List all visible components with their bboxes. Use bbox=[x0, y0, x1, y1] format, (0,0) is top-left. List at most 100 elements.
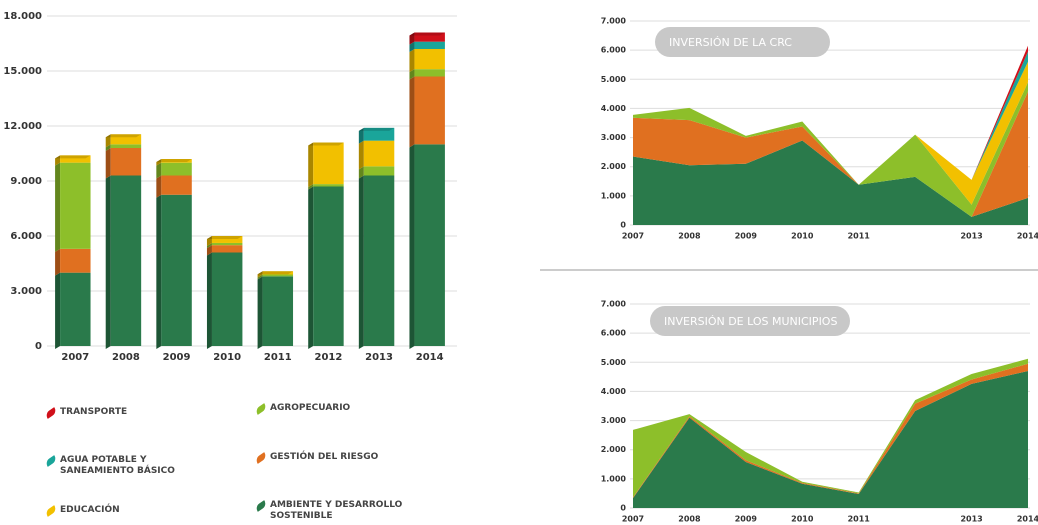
bar-side bbox=[257, 276, 263, 349]
legend-item: AGUA POTABLE Y SANEAMIENTO BÁSICO bbox=[44, 455, 215, 477]
x-tick-label: 2010 bbox=[213, 352, 241, 363]
bar-side bbox=[55, 272, 61, 349]
legend-label: EDUCACIÓN bbox=[60, 505, 120, 515]
bar bbox=[211, 245, 243, 253]
bar bbox=[313, 186, 344, 346]
chart-panel: 0 1.000 2.000 3.000 4.000 5.000 6.000 7.000 2007… bbox=[601, 17, 1038, 241]
bar-side bbox=[308, 184, 314, 190]
y-tick-label: 1.000 bbox=[601, 191, 627, 200]
x-tick-label: 2008 bbox=[678, 232, 701, 241]
legend-label: GESTIÓN DEL RIESGO bbox=[270, 452, 379, 462]
x-tick-label: 2013 bbox=[960, 232, 982, 241]
legend-label: AMBIENTE Y DESARROLLO SOSTENIBLE bbox=[270, 500, 403, 521]
bar bbox=[262, 276, 294, 346]
y-tick-label: 4.000 bbox=[601, 387, 627, 396]
y-tick-label: 0 bbox=[35, 341, 42, 352]
bar bbox=[60, 248, 91, 273]
bar-side bbox=[206, 252, 212, 349]
y-tick-label: 2.000 bbox=[601, 445, 627, 454]
legend-item: TRANSPORTE bbox=[44, 407, 215, 419]
bar bbox=[60, 162, 91, 249]
area bbox=[633, 140, 1028, 225]
chart-title: INVERSIÓN DE LA CRC bbox=[669, 36, 792, 49]
x-tick-label: 2007 bbox=[61, 352, 89, 363]
area bbox=[633, 371, 1028, 508]
y-tick-label: 7.000 bbox=[601, 17, 627, 26]
y-tick-label: 3.000 bbox=[601, 133, 627, 142]
bar bbox=[414, 69, 445, 77]
bar-top bbox=[358, 127, 395, 131]
bar-top bbox=[409, 32, 445, 36]
bar bbox=[414, 32, 445, 42]
x-tick-label: 2009 bbox=[735, 232, 758, 241]
y-tick-label: 18.000 bbox=[3, 11, 42, 22]
bar bbox=[211, 236, 243, 243]
x-tick-label: 2014 bbox=[1017, 232, 1038, 241]
bar bbox=[161, 159, 192, 163]
bar bbox=[161, 162, 192, 176]
x-tick-label: 2014 bbox=[416, 352, 444, 363]
x-tick-label: 2009 bbox=[735, 515, 758, 524]
area bbox=[633, 358, 1028, 498]
legend-item: AGROPECUARIO bbox=[254, 403, 425, 415]
bar-side bbox=[358, 166, 364, 179]
title-pill bbox=[650, 306, 850, 336]
y-tick-label: 12.000 bbox=[3, 121, 42, 132]
x-tick-label: 2013 bbox=[365, 352, 393, 363]
bar bbox=[363, 140, 395, 167]
bar-top bbox=[308, 142, 344, 146]
legend-item: AMBIENTE Y DESARROLLO SOSTENIBLE bbox=[254, 500, 405, 522]
x-tick-label: 2012 bbox=[315, 352, 343, 363]
y-tick-label: 0 bbox=[620, 504, 626, 513]
x-tick-label: 2009 bbox=[163, 352, 191, 363]
bar bbox=[262, 271, 294, 275]
bar bbox=[414, 76, 445, 145]
bar bbox=[313, 142, 344, 185]
bar-side bbox=[358, 140, 364, 170]
legend-item: GESTIÓN DEL RIESGO bbox=[254, 452, 425, 464]
bar bbox=[110, 148, 142, 176]
y-tick-label: 5.000 bbox=[601, 358, 627, 367]
y-tick-label: 9.000 bbox=[10, 176, 42, 187]
y-tick-label: 7.000 bbox=[601, 300, 627, 309]
bar-side bbox=[105, 175, 111, 349]
x-tick-label: 2007 bbox=[622, 232, 644, 241]
area bbox=[633, 363, 1028, 499]
bar bbox=[414, 144, 445, 346]
bar-side bbox=[409, 49, 415, 73]
bar-side bbox=[206, 242, 212, 249]
bar-top bbox=[105, 134, 142, 138]
bar-side bbox=[105, 134, 111, 148]
bar-side bbox=[105, 144, 111, 151]
bar-side bbox=[156, 175, 162, 198]
bar-side bbox=[409, 32, 415, 45]
bar-side bbox=[206, 245, 212, 256]
legend-label: AGUA POTABLE Y SANEAMIENTO BÁSICO bbox=[60, 455, 175, 476]
y-tick-label: 1.000 bbox=[601, 474, 627, 483]
y-tick-label: 6.000 bbox=[10, 231, 42, 242]
bar bbox=[363, 175, 395, 346]
bar-top bbox=[257, 271, 294, 275]
bar-side bbox=[156, 159, 162, 166]
y-tick-label: 4.000 bbox=[601, 104, 627, 113]
bar-side bbox=[308, 186, 314, 349]
bar bbox=[110, 144, 142, 148]
bar bbox=[211, 242, 243, 246]
bar-side bbox=[55, 248, 61, 276]
bar bbox=[363, 166, 395, 176]
bar-side bbox=[257, 274, 263, 280]
bar-side bbox=[105, 148, 111, 179]
x-tick-label: 2010 bbox=[791, 515, 814, 524]
bar bbox=[363, 127, 395, 141]
bar-top bbox=[156, 159, 192, 162]
bar bbox=[161, 175, 192, 195]
bar bbox=[60, 272, 91, 346]
x-tick-label: 2011 bbox=[264, 352, 292, 363]
x-tick-label: 2010 bbox=[791, 232, 814, 241]
x-tick-label: 2011 bbox=[848, 232, 871, 241]
bar-top bbox=[55, 155, 91, 159]
chart-title: INVERSIÓN DE LOS MUNICIPIOS bbox=[664, 315, 837, 328]
x-tick-label: 2008 bbox=[678, 515, 701, 524]
legend-swatch bbox=[44, 455, 58, 467]
